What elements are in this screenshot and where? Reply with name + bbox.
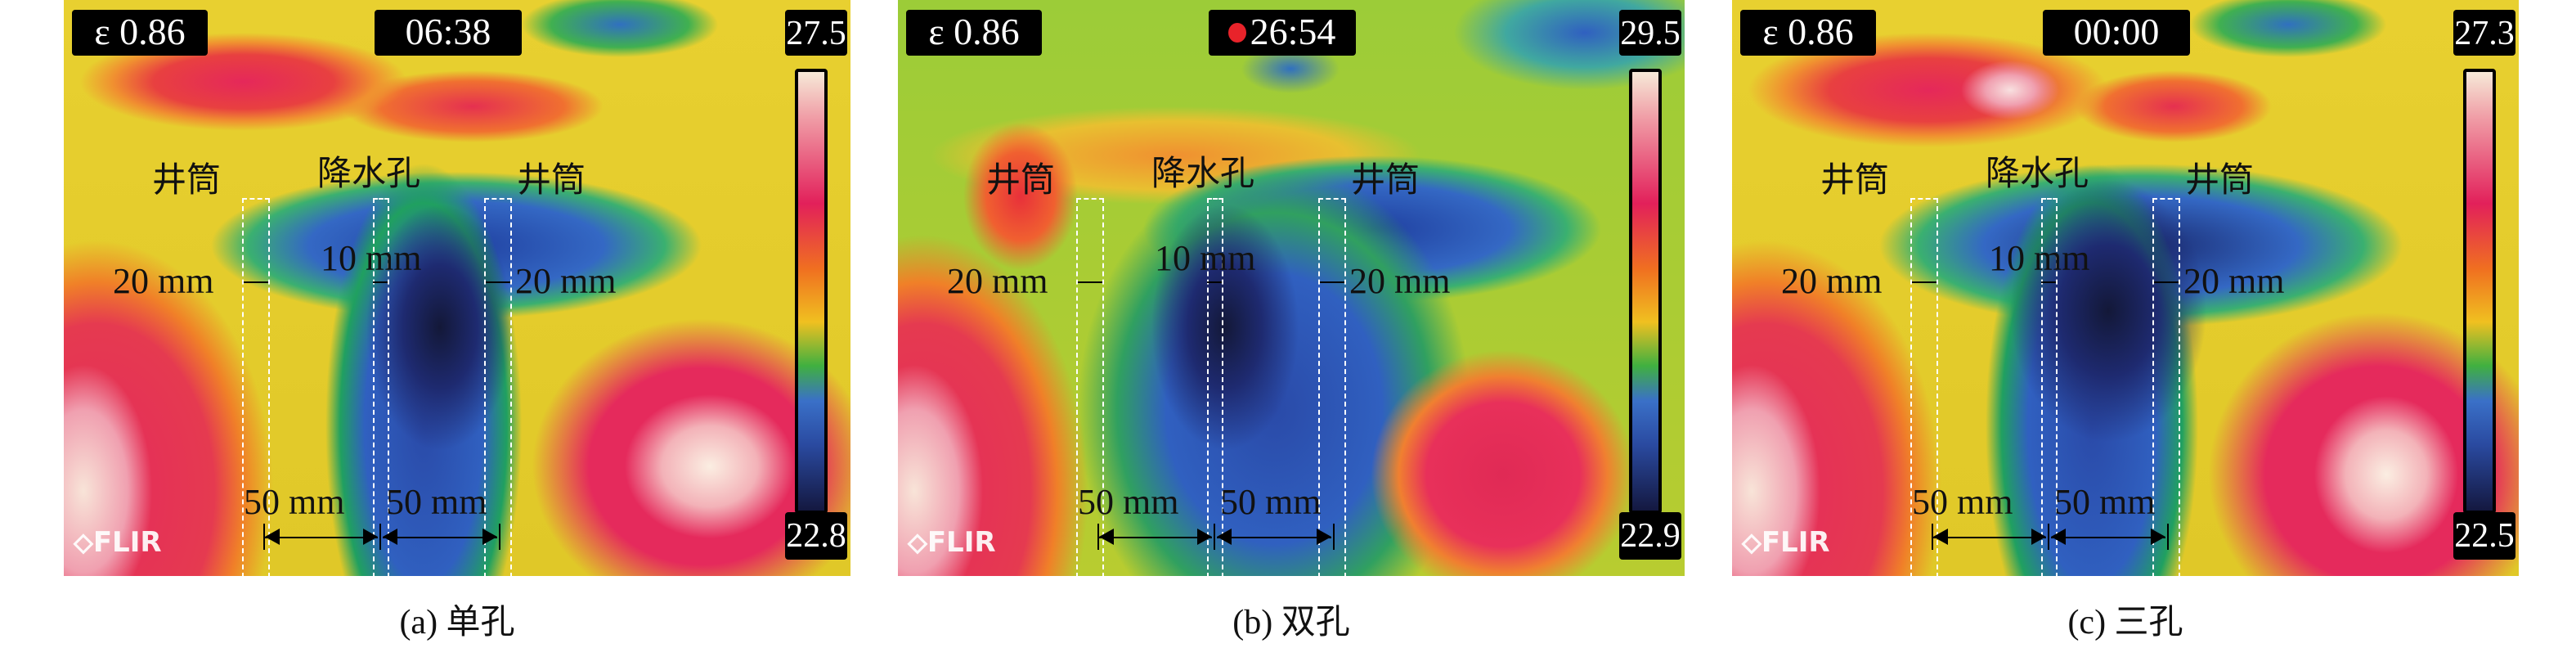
dim-spacing-right: 50 mm <box>386 481 487 522</box>
label-drain-hole: 降水孔 <box>317 154 420 193</box>
dim-left-bar <box>244 281 268 283</box>
min-temp: 22.9 <box>1619 512 1681 560</box>
dim-tick <box>2048 524 2049 550</box>
dim-spacing-left: 50 mm <box>1078 481 1179 522</box>
dim-spacing-right: 50 mm <box>1220 481 1322 522</box>
dim-center-width: 10 mm <box>321 237 422 278</box>
dim-tick <box>1214 524 1215 550</box>
dim-tick <box>263 524 265 550</box>
well-right-outline <box>2152 198 2180 576</box>
label-drain-hole: 降水孔 <box>1151 154 1254 193</box>
well-right-outline <box>1318 198 1346 576</box>
max-temp: 27.5 <box>785 10 847 56</box>
dim-left-width: 20 mm <box>947 260 1048 301</box>
label-well-right: 井筒 <box>2185 160 2254 200</box>
dim-center-bar <box>2041 281 2056 283</box>
drain-hole-outline <box>1207 198 1223 576</box>
dim-tick <box>1097 524 1099 550</box>
flir-logo: ⬦FLIR <box>1742 527 1830 560</box>
well-left-outline <box>242 198 270 576</box>
thermal-image: ε 0.86 00:00 27.3 22.5 ⬦FLIR 井筒 降水孔 井筒 2… <box>1732 0 2519 576</box>
dim-left-width: 20 mm <box>113 260 214 301</box>
spacing-arrow-right <box>383 529 497 545</box>
flir-logo-text: FLIR <box>1761 527 1830 560</box>
max-temp: 29.5 <box>1619 10 1681 56</box>
dim-tick <box>2167 524 2169 550</box>
flir-logo-text: FLIR <box>92 527 162 560</box>
dim-spacing-right: 50 mm <box>2054 481 2156 522</box>
min-temp: 22.5 <box>2453 512 2515 560</box>
label-drain-hole: 降水孔 <box>1986 154 2089 193</box>
emissivity-readout: ε 0.86 <box>1740 10 1876 56</box>
color-scale-bar <box>2463 69 2496 514</box>
panel-caption: (b) 双孔 <box>1232 602 1350 641</box>
recording-indicator-icon <box>1228 23 1247 43</box>
well-right-outline <box>484 198 512 576</box>
heatmap <box>898 0 1685 576</box>
dim-tick <box>1333 524 1335 550</box>
well-left-outline <box>1910 198 1938 576</box>
timer-text: 06:38 <box>405 11 491 52</box>
thermal-image: ε 0.86 06:38 27.5 22.8 ⬦FLIR 井筒 降水孔 井筒 2… <box>64 0 850 576</box>
flir-logo: ⬦FLIR <box>908 527 996 560</box>
dim-right-width: 20 mm <box>515 260 617 301</box>
dim-left-bar <box>1078 281 1102 283</box>
dim-center-width: 10 mm <box>1155 237 1256 278</box>
color-scale-bar <box>795 69 828 514</box>
label-well-right: 井筒 <box>1351 160 1420 200</box>
spacing-arrow-left <box>1933 529 2046 545</box>
dim-tick <box>499 524 500 550</box>
dim-spacing-left: 50 mm <box>244 481 345 522</box>
dim-left-width: 20 mm <box>1781 260 1883 301</box>
timer-text: 00:00 <box>2073 11 2160 52</box>
dim-center-width: 10 mm <box>1989 237 2090 278</box>
max-temp: 27.3 <box>2453 10 2515 56</box>
dim-tick <box>379 524 381 550</box>
panel-caption: (c) 三孔 <box>2067 602 2183 641</box>
emissivity-readout: ε 0.86 <box>72 10 208 56</box>
dim-left-bar <box>1912 281 1936 283</box>
emissivity-readout: ε 0.86 <box>906 10 1042 56</box>
color-scale-bar <box>1629 69 1662 514</box>
dim-center-bar <box>1207 281 1222 283</box>
drain-hole-outline <box>373 198 389 576</box>
thermal-image: ε 0.86 26:54 29.5 22.9 ⬦FLIR 井筒 降水孔 井筒 2… <box>898 0 1685 576</box>
timer-readout: 06:38 <box>375 10 522 56</box>
dim-tick <box>1932 524 1933 550</box>
timer-text: 26:54 <box>1250 11 1336 52</box>
dim-right-width: 20 mm <box>1349 260 1451 301</box>
spacing-arrow-left <box>1099 529 1212 545</box>
min-temp: 22.8 <box>785 512 847 560</box>
flir-logo-text: FLIR <box>927 527 996 560</box>
spacing-arrow-left <box>265 529 378 545</box>
dim-spacing-left: 50 mm <box>1912 481 2013 522</box>
flir-logo: ⬦FLIR <box>74 527 162 560</box>
dim-right-bar <box>1320 281 1344 283</box>
label-well-left: 井筒 <box>986 160 1055 200</box>
dim-right-bar <box>2154 281 2179 283</box>
label-well-left: 井筒 <box>1820 160 1889 200</box>
timer-readout: 26:54 <box>1209 10 1356 56</box>
dim-right-width: 20 mm <box>2183 260 2285 301</box>
dim-center-bar <box>373 281 388 283</box>
spacing-arrow-right <box>2051 529 2165 545</box>
dim-right-bar <box>486 281 510 283</box>
heatmap <box>64 0 850 576</box>
label-well-right: 井筒 <box>517 160 586 200</box>
spacing-arrow-right <box>1217 529 1331 545</box>
well-left-outline <box>1076 198 1104 576</box>
drain-hole-outline <box>2041 198 2058 576</box>
label-well-left: 井筒 <box>152 160 221 200</box>
timer-readout: 00:00 <box>2043 10 2190 56</box>
heatmap <box>1732 0 2519 576</box>
panel-caption: (a) 单孔 <box>399 602 515 641</box>
